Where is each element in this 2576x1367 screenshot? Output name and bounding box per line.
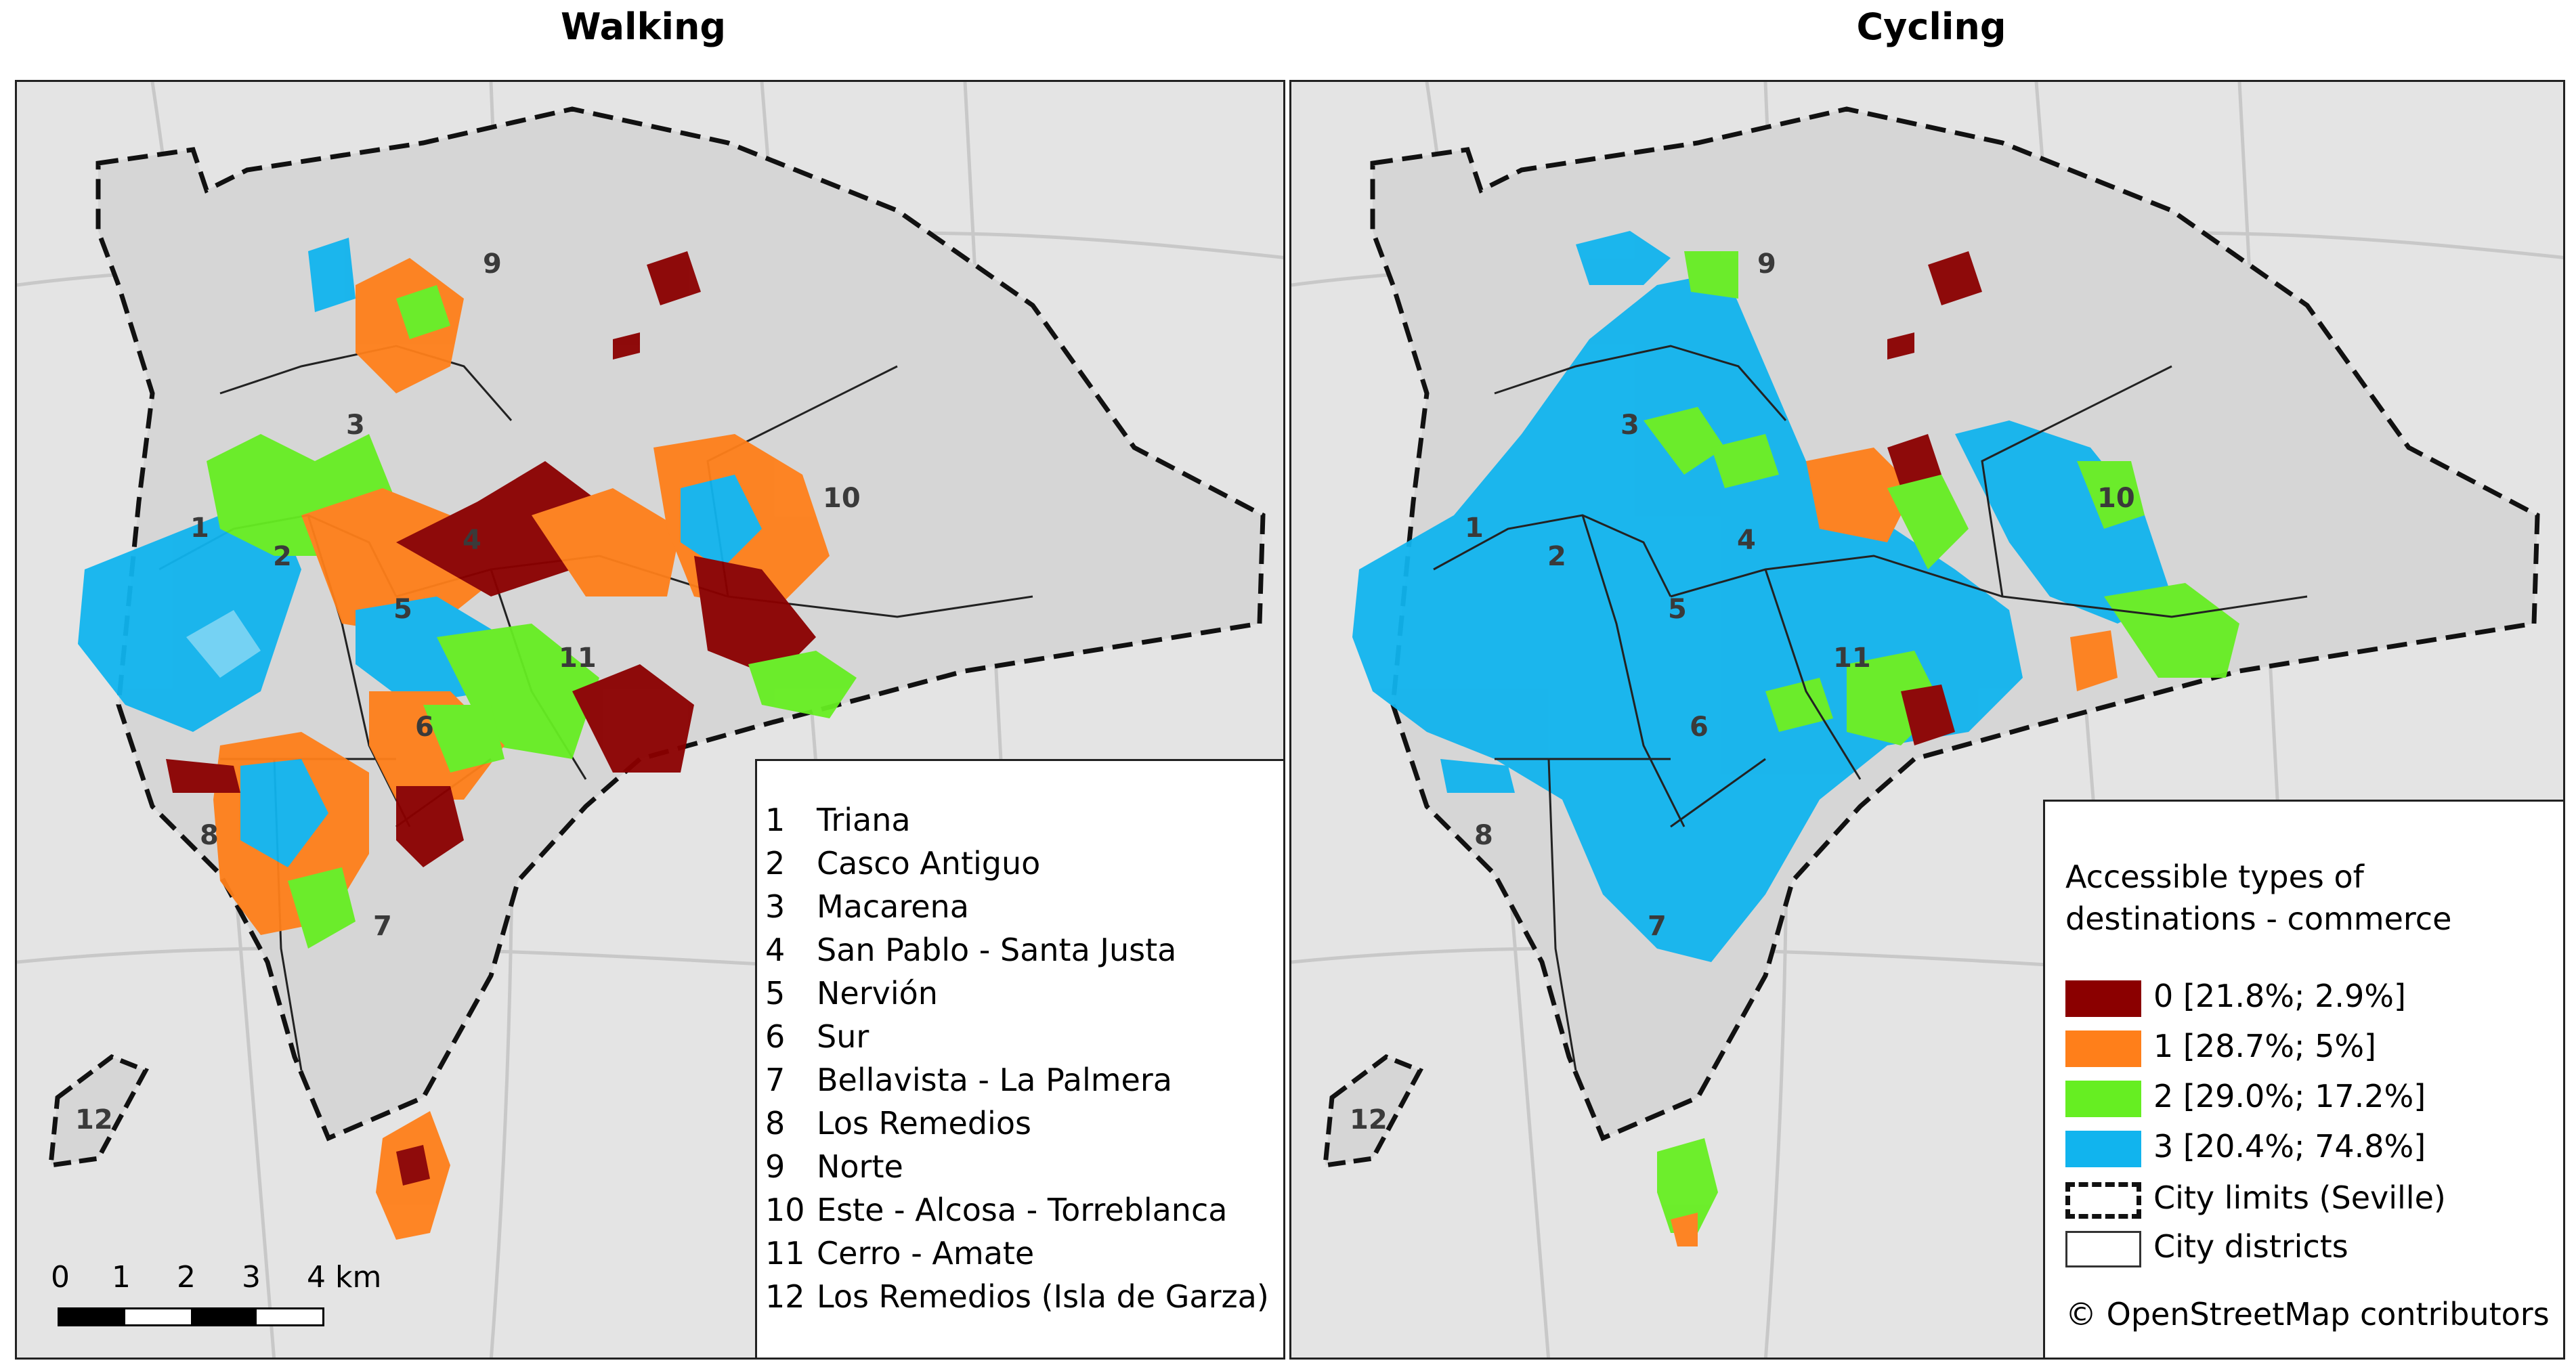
- district-list-item: 4 San Pablo - Santa Justa: [757, 932, 1176, 968]
- cycling-district-label-12: 12: [1350, 1104, 1388, 1135]
- district-list-name: Cerro - Amate: [817, 1235, 1035, 1272]
- cycling-district-label-3: 3: [1620, 410, 1639, 441]
- district-label-8: 8: [200, 820, 219, 851]
- district-label-12: 12: [75, 1104, 113, 1135]
- district-list-number: 6: [765, 1018, 786, 1055]
- scale-bar-graphic: [58, 1307, 324, 1326]
- legend-row-city-limits: City limits (Seville): [2065, 1179, 2446, 1221]
- legend-class-row: 0 [21.8%; 2.9%]: [2065, 978, 2406, 1020]
- district-list-name: Norte: [817, 1148, 903, 1185]
- district-list-number: 11: [765, 1235, 805, 1272]
- cycling-district-label-9: 9: [1757, 248, 1776, 280]
- district-list-name: Triana: [817, 802, 911, 838]
- cycling-map[interactable]: 1 2 3 4 5 6 7 8 9 10 11 12 Accessible ty…: [1289, 80, 2565, 1360]
- cycling-accessibility-cells: [1352, 231, 2239, 1246]
- legend-title-line-2: destinations - commerce: [2065, 901, 2452, 937]
- walking-map-canvas: 1 2 3 4 5 6 7 8 9 10 11 12: [17, 82, 1283, 1358]
- legend-row-city-districts: City districts: [2065, 1228, 2348, 1270]
- cycling-district-label-4: 4: [1737, 525, 1756, 556]
- district-list-item: 6 Sur: [757, 1018, 869, 1055]
- district-label-2: 2: [273, 541, 292, 572]
- district-list-number: 4: [765, 932, 786, 968]
- cycling-panel-title: Cycling: [1856, 5, 2006, 48]
- district-list-item: 5 Nervión: [757, 975, 938, 1012]
- legend-class-row: 3 [20.4%; 74.8%]: [2065, 1128, 2426, 1170]
- district-list-name: Los Remedios: [817, 1105, 1031, 1142]
- legend-class-swatch: [2065, 1080, 2141, 1117]
- district-list-name: Los Remedios (Isla de Garza): [817, 1278, 1269, 1315]
- district-list-name: Casco Antiguo: [817, 845, 1041, 882]
- district-list-name: Bellavista - La Palmera: [817, 1062, 1172, 1098]
- district-list-item: 10 Este - Alcosa - Torreblanca: [757, 1192, 1227, 1228]
- walking-map[interactable]: 1 2 3 4 5 6 7 8 9 10 11 12 1 Triana 2 Casco…: [15, 80, 1285, 1360]
- walking-accessibility-cells: [78, 238, 857, 1240]
- district-label-5: 5: [393, 594, 412, 625]
- cycling-district-label-5: 5: [1668, 594, 1687, 625]
- district-list-number: 9: [765, 1148, 786, 1185]
- legend-class-label: 0 [21.8%; 2.9%]: [2153, 978, 2406, 1014]
- district-list-number: 7: [765, 1062, 786, 1098]
- accessibility-legend: Accessible types of destinations - comme…: [2043, 800, 2563, 1358]
- legend-class-label: 3 [20.4%; 74.8%]: [2153, 1128, 2426, 1165]
- legend-class-label: 2 [29.0%; 17.2%]: [2153, 1078, 2426, 1114]
- cycling-district-label-6: 6: [1690, 712, 1709, 743]
- city-districts-label: City districts: [2153, 1228, 2348, 1265]
- city-limits-swatch: [2065, 1181, 2141, 1219]
- legend-title-line-1: Accessible types of: [2065, 859, 2364, 895]
- district-list-name: Nervión: [817, 975, 938, 1012]
- osm-attribution: © OpenStreetMap contributors: [2065, 1296, 2550, 1332]
- district-list-name: Macarena: [817, 888, 969, 925]
- district-list-name: San Pablo - Santa Justa: [817, 932, 1177, 968]
- district-list-number: 5: [765, 975, 786, 1012]
- district-list-name: Este - Alcosa - Torreblanca: [817, 1192, 1228, 1228]
- district-list-item: 1 Triana: [757, 802, 911, 838]
- district-label-11: 11: [559, 643, 597, 674]
- walking-panel-title: Walking: [560, 5, 727, 48]
- legend-class-swatch: [2065, 1130, 2141, 1167]
- legend-class-row: 2 [29.0%; 17.2%]: [2065, 1078, 2426, 1120]
- scale-tick-2: 2: [177, 1260, 196, 1295]
- district-list-item: 8 Los Remedios: [757, 1105, 1031, 1142]
- legend-class-swatch: [2065, 980, 2141, 1017]
- legend-class-label: 1 [28.7%; 5%]: [2153, 1028, 2377, 1064]
- cycling-district-label-8: 8: [1474, 820, 1493, 851]
- district-list-number: 8: [765, 1105, 786, 1142]
- scale-tick-1: 1: [112, 1260, 131, 1295]
- district-label-1: 1: [190, 513, 209, 544]
- legend-class-swatch: [2065, 1030, 2141, 1067]
- district-label-4: 4: [463, 525, 481, 556]
- district-list-item: 7 Bellavista - La Palmera: [757, 1062, 1172, 1098]
- district-list-number: 12: [765, 1278, 805, 1315]
- cycling-district-label-7: 7: [1648, 911, 1667, 942]
- district-list-item: 2 Casco Antiguo: [757, 845, 1040, 882]
- district-list-name: Sur: [817, 1018, 870, 1055]
- district-list-number: 10: [765, 1192, 805, 1228]
- district-list-item: 11 Cerro - Amate: [757, 1235, 1034, 1272]
- district-label-7: 7: [373, 911, 392, 942]
- district-label-10: 10: [823, 483, 861, 514]
- district-list-number: 1: [765, 802, 786, 838]
- legend-class-row: 1 [28.7%; 5%]: [2065, 1028, 2376, 1070]
- district-label-9: 9: [483, 248, 502, 280]
- district-list-item: 3 Macarena: [757, 888, 969, 925]
- cycling-district-label-2: 2: [1547, 541, 1566, 572]
- cycling-district-label-1: 1: [1465, 513, 1484, 544]
- district-list-item: 12 Los Remedios (Isla de Garza): [757, 1278, 1269, 1315]
- district-list-number: 2: [765, 845, 786, 882]
- district-label-3: 3: [346, 410, 365, 441]
- legend-title: Accessible types of destinations - comme…: [2065, 856, 2451, 940]
- scale-tick-0: 0: [51, 1260, 70, 1295]
- scale-tick-4: 4 km: [307, 1260, 382, 1295]
- district-list-legend: 1 Triana 2 Casco Antiguo 3 Macarena 4 San Pablo…: [755, 759, 1283, 1358]
- district-list-item: 9 Norte: [757, 1148, 903, 1185]
- cycling-district-label-10: 10: [2097, 483, 2135, 514]
- district-list-number: 3: [765, 888, 786, 925]
- city-districts-swatch: [2065, 1230, 2141, 1267]
- district-label-6: 6: [415, 712, 434, 743]
- city-limits-label: City limits (Seville): [2153, 1179, 2446, 1216]
- scale-tick-3: 3: [242, 1260, 261, 1295]
- cycling-district-label-11: 11: [1833, 643, 1871, 674]
- scale-bar: 0 1 2 3 4 km: [51, 1246, 403, 1341]
